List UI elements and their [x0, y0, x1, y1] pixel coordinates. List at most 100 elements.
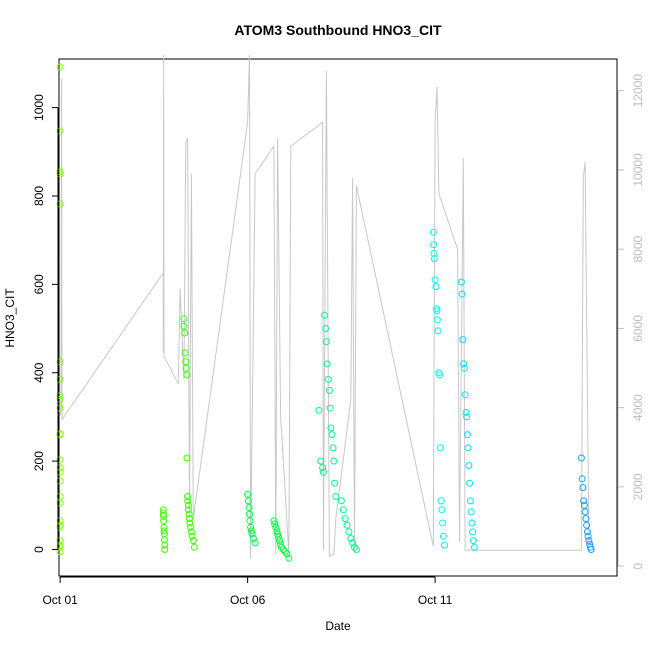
- x-tick-label: Oct 06: [230, 593, 266, 607]
- data-point: [56, 127, 64, 135]
- data-point: [56, 395, 64, 403]
- data-point: [249, 534, 257, 542]
- data-point: [466, 479, 474, 487]
- data-point: [328, 431, 336, 439]
- data-point: [468, 519, 476, 527]
- y-right-tick-label: 8000: [631, 235, 645, 262]
- data-point: [315, 406, 323, 414]
- data-point: [582, 515, 590, 523]
- data-point: [437, 497, 445, 505]
- data-point: [56, 537, 64, 545]
- data-point: [279, 546, 287, 553]
- data-point: [246, 510, 253, 518]
- data-point: [160, 523, 168, 531]
- plot-area: [58, 58, 618, 577]
- data-point: [248, 530, 256, 538]
- data-point: [330, 457, 338, 465]
- data-point: [160, 536, 168, 544]
- data-point: [277, 543, 285, 551]
- data-point: [182, 364, 190, 372]
- data-point: [184, 497, 192, 505]
- data-point: [184, 506, 192, 514]
- data-point: [466, 497, 474, 505]
- data-point: [56, 392, 64, 400]
- data-point: [352, 546, 360, 553]
- data-point: [439, 532, 447, 540]
- data-point: [56, 521, 64, 529]
- data-point: [458, 290, 466, 298]
- data-point: [324, 375, 332, 383]
- data-point: [190, 543, 198, 551]
- data-point: [56, 464, 64, 472]
- data-point: [321, 311, 328, 319]
- data-point: [274, 533, 282, 541]
- data-point: [188, 532, 196, 540]
- data-point: [183, 371, 191, 379]
- data-point: [160, 517, 168, 525]
- data-point: [184, 493, 192, 500]
- data-point: [56, 456, 64, 464]
- data-point: [244, 497, 252, 505]
- data-point: [56, 541, 64, 549]
- data-point: [187, 528, 195, 536]
- data-point: [160, 512, 168, 520]
- data-point: [430, 255, 438, 263]
- data-point: [580, 501, 588, 509]
- data-point: [432, 283, 440, 291]
- y-tick-label: 200: [32, 451, 46, 471]
- data-point: [584, 532, 592, 540]
- data-point: [325, 386, 333, 394]
- data-point: [459, 336, 467, 344]
- data-point: [181, 349, 189, 357]
- data-point: [460, 360, 468, 368]
- x-axis: Oct 01 Oct 06 Oct 11: [42, 576, 453, 607]
- series-3: [244, 490, 293, 562]
- data-point: [349, 539, 357, 547]
- y-axis-right: 0 2000 4000 6000 8000 10000 12000: [617, 74, 645, 569]
- series-4: [315, 311, 360, 553]
- data-point: [56, 63, 64, 71]
- data-point: [581, 508, 589, 516]
- data-point: [56, 543, 64, 551]
- data-points: [56, 63, 595, 562]
- data-point: [462, 409, 470, 416]
- data-point: [244, 490, 252, 498]
- data-point: [317, 457, 325, 465]
- y-right-tick-label: 0: [631, 562, 645, 569]
- data-point: [56, 548, 64, 556]
- data-point: [436, 371, 444, 379]
- data-point: [181, 329, 189, 337]
- altitude-trace: [59, 54, 590, 559]
- data-point: [322, 338, 330, 346]
- data-point: [56, 477, 64, 485]
- data-point: [272, 523, 280, 531]
- data-point: [467, 508, 475, 516]
- data-point: [185, 510, 193, 518]
- data-point: [56, 431, 64, 439]
- data-point: [277, 540, 285, 548]
- data-point: [463, 431, 471, 439]
- data-point: [189, 537, 197, 545]
- data-point: [460, 364, 468, 372]
- data-point: [463, 413, 471, 421]
- data-point: [161, 546, 169, 553]
- data-point: [469, 537, 477, 545]
- data-point: [161, 541, 169, 549]
- data-point: [246, 517, 254, 525]
- data-point: [331, 479, 339, 487]
- chart-title: ATOM3 Southbound HNO3_CIT: [234, 22, 442, 38]
- data-point: [276, 537, 283, 545]
- data-point: [347, 534, 355, 542]
- data-point: [430, 249, 438, 257]
- y-tick-label: 1000: [32, 94, 46, 121]
- data-point: [283, 550, 291, 558]
- data-point: [245, 504, 253, 511]
- data-point: [319, 464, 327, 472]
- data-point: [182, 358, 190, 366]
- data-point: [323, 360, 331, 368]
- data-point: [461, 391, 469, 399]
- data-point: [339, 506, 347, 514]
- series-1: [56, 63, 64, 556]
- data-point: [56, 493, 64, 500]
- y-right-tick-label: 12000: [631, 74, 645, 108]
